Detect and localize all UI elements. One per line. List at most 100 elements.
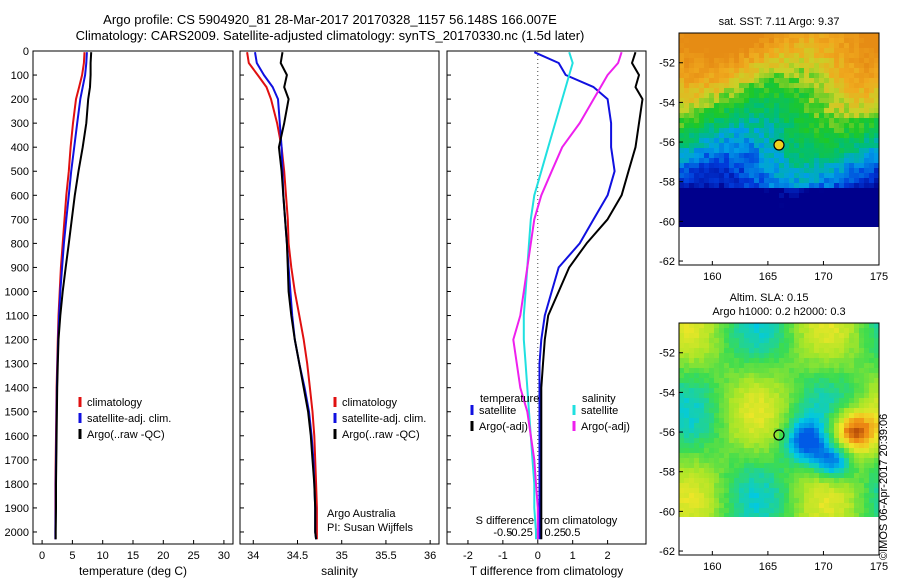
map-pixel [804,363,809,368]
map-pixel [869,38,874,43]
map-pixel [759,38,764,43]
map-pixel [694,478,699,483]
map-pixel [799,173,804,178]
map-pixel [809,358,814,363]
map-pixel [829,78,834,83]
map-pixel [804,163,809,168]
map-pixel [734,498,739,503]
map-pixel [729,63,734,68]
map-pixel [709,78,714,83]
map-pixel [784,93,789,98]
map-pixel [759,48,764,53]
map-pixel [874,373,879,378]
map-pixel [839,508,844,513]
map-pixel [784,63,789,68]
map-pixel [749,113,754,118]
map-pixel [834,213,839,218]
legend-label: satellite [479,405,516,417]
map-pixel [764,78,769,83]
map-pixel [869,398,874,403]
map-pixel [754,368,759,373]
map-pixel [844,128,849,133]
map-pixel [754,343,759,348]
map-pixel [799,488,804,493]
map-pixel [809,33,814,38]
map-pixel [784,168,789,173]
map-pixel [689,98,694,103]
map-pixel [834,68,839,73]
map-pixel [834,153,839,158]
map-pixel [719,218,724,223]
map-pixel [774,208,779,213]
map-pixel [859,508,864,513]
map-pixel [824,388,829,393]
map-pixel [789,143,794,148]
map-pixel [864,398,869,403]
map-pixel [694,198,699,203]
legend-group-title: temperature [480,393,539,405]
map-pixel [794,153,799,158]
map-pixel [719,488,724,493]
map-pixel [809,443,814,448]
map-pixel [834,513,839,517]
map-pixel [754,138,759,143]
map-pixel [809,368,814,373]
map-pixel [774,393,779,398]
map-pixel [724,178,729,183]
map-pixel [869,43,874,48]
map-pixel [784,78,789,83]
map-pixel [799,448,804,453]
map-pixel [849,113,854,118]
map-pixel [709,93,714,98]
map-pixel [834,53,839,58]
map-pixel [819,493,824,498]
map-pixel [694,388,699,393]
map-pixel [754,398,759,403]
map-pixel [824,423,829,428]
map-pixel [784,438,789,443]
map-pixel [734,143,739,148]
map-pixel [704,323,709,328]
map-pixel [824,38,829,43]
map-pixel [779,503,784,508]
map-pixel [689,448,694,453]
x-tick-label: 2 [605,550,611,562]
map-pixel [699,333,704,338]
map-pixel [734,38,739,43]
map-pixel [689,33,694,38]
map-pixel [864,463,869,468]
map-pixel [859,353,864,358]
map-pixel [859,113,864,118]
map-pixel [749,138,754,143]
map-pixel [684,483,689,488]
map-pixel [734,158,739,163]
map-pixel [794,388,799,393]
map-pixel [679,158,684,163]
map-y-tick-label: -52 [659,348,675,360]
map-pixel [864,388,869,393]
map-pixel [809,478,814,483]
map-pixel [749,348,754,353]
map-pixel [859,143,864,148]
map-pixel [714,513,719,517]
map-pixel [774,43,779,48]
map-pixel [819,128,824,133]
map-pixel [719,93,724,98]
map-pixel [864,158,869,163]
map-pixel [774,508,779,513]
map-pixel [699,173,704,178]
map-pixel [734,363,739,368]
map-pixel [759,133,764,138]
map-pixel [694,418,699,423]
map-pixel [814,403,819,408]
map-pixel [714,373,719,378]
map-pixel [839,68,844,73]
map-pixel [849,418,854,423]
map-pixel [744,73,749,78]
series-line-climatology [246,52,318,540]
map-pixel [689,408,694,413]
map-pixel [834,203,839,208]
map-pixel [744,508,749,513]
map-pixel [844,458,849,463]
map-pixel [874,408,879,413]
